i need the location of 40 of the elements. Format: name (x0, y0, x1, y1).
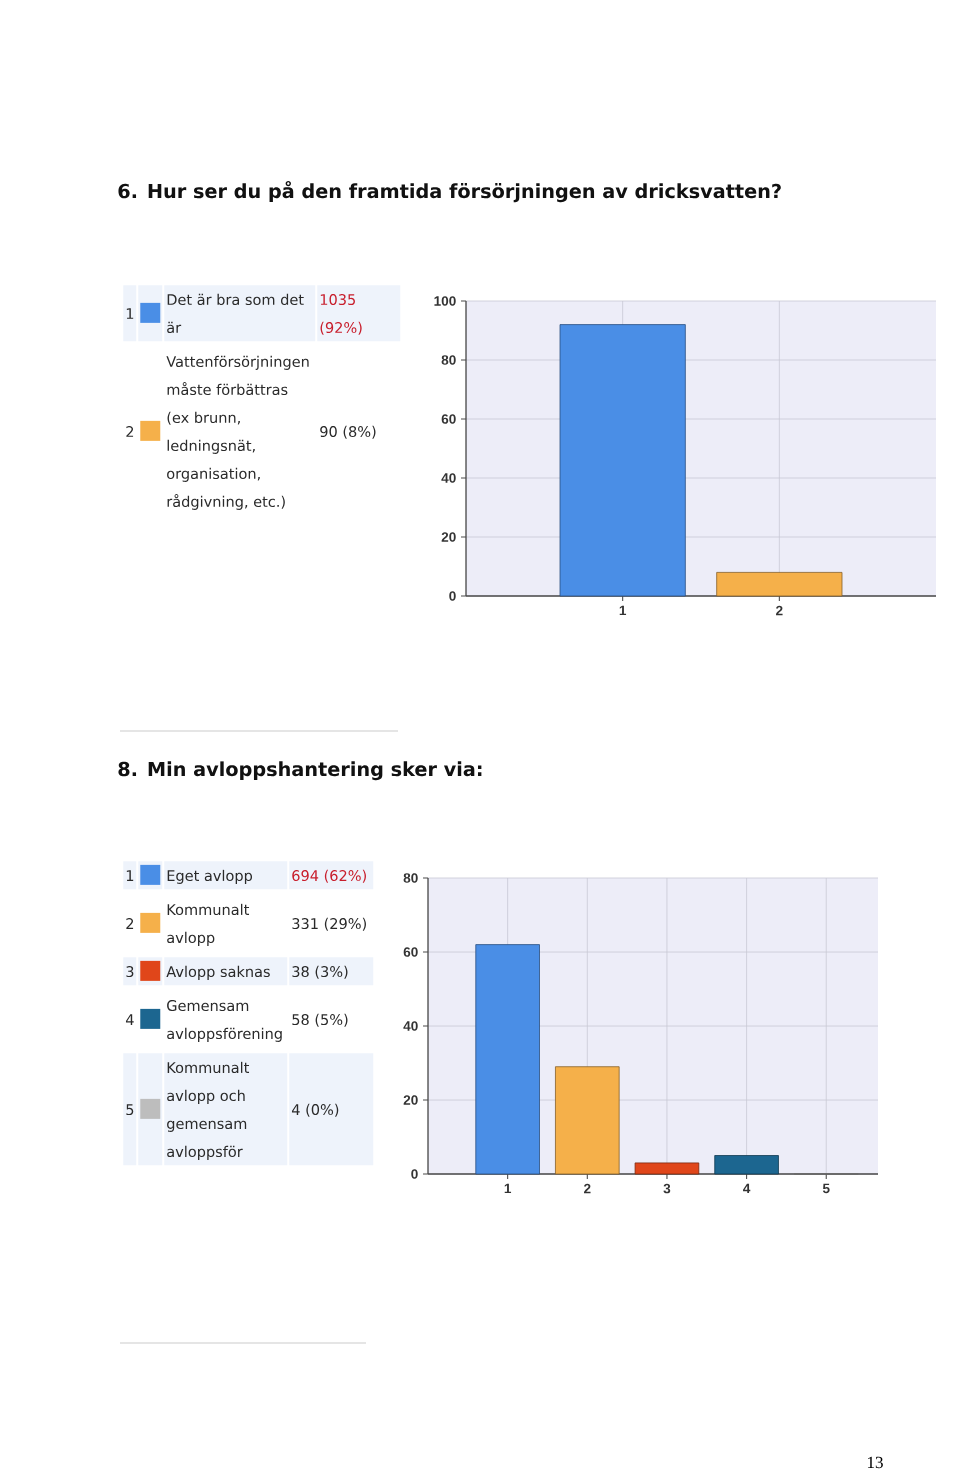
text: 4 (0%) (291, 1103, 339, 1117)
legend-label: Gemensam avloppsförening (167, 1000, 282, 1042)
y-tick-label: 0 (411, 1169, 418, 1179)
category-label: 1 (126, 870, 134, 881)
category-label: 1 (126, 308, 134, 319)
text: 13 (867, 1456, 883, 1469)
y-tick-label: 80 (403, 873, 418, 883)
y-tick-label: 40 (441, 473, 456, 483)
legend-label: Kommunalt avlopp och gemensam avloppsför (167, 1061, 250, 1160)
legend-label: Vattenförsörjningen måste förbättras (ex brunn, ledningsnät, organisation, rådgivning, etc.) (166, 355, 309, 510)
category-label: 2 (126, 426, 134, 437)
text: 1035 (92%) (320, 294, 362, 335)
y-tick-label: 20 (403, 1095, 418, 1105)
text: 694 (62%) (292, 869, 366, 883)
x-tick-label: 4 (743, 1183, 751, 1194)
y-tick-label: 40 (403, 1021, 418, 1031)
y-tick-label: 100 (434, 296, 456, 306)
text: 90 (8%) (320, 425, 376, 439)
x-tick-label: 3 (663, 1183, 671, 1194)
legend-label: Avlopp saknas (166, 965, 270, 980)
y-tick-label: 60 (403, 947, 418, 957)
y-tick-label: 20 (441, 532, 456, 542)
y-tick-label: 80 (441, 355, 456, 365)
category-label: 5 (126, 1104, 134, 1116)
text: 38 (3%) (292, 965, 348, 979)
category-label: 2 (126, 918, 134, 929)
category-label: 4 (125, 1014, 134, 1025)
chart-title: 8. Min avloppshantering sker via: (118, 761, 482, 781)
x-tick-label: 1 (504, 1183, 512, 1194)
legend-label: Eget avlopp (167, 869, 253, 884)
chart-title: 6. Hur ser du på den framtida försörjningen av dricksvatten? (118, 180, 781, 203)
x-tick-label: 2 (584, 1183, 591, 1194)
x-tick-label: 5 (822, 1183, 830, 1194)
text: 58 (5%) (292, 1013, 348, 1027)
category-label: 3 (126, 966, 134, 978)
y-tick-label: 60 (441, 414, 456, 424)
text: 331 (29%) (292, 917, 366, 931)
y-tick-label: 0 (449, 591, 456, 601)
legend-label: Kommunalt avlopp (167, 903, 250, 946)
legend-label: Det är bra som det är (167, 293, 304, 334)
